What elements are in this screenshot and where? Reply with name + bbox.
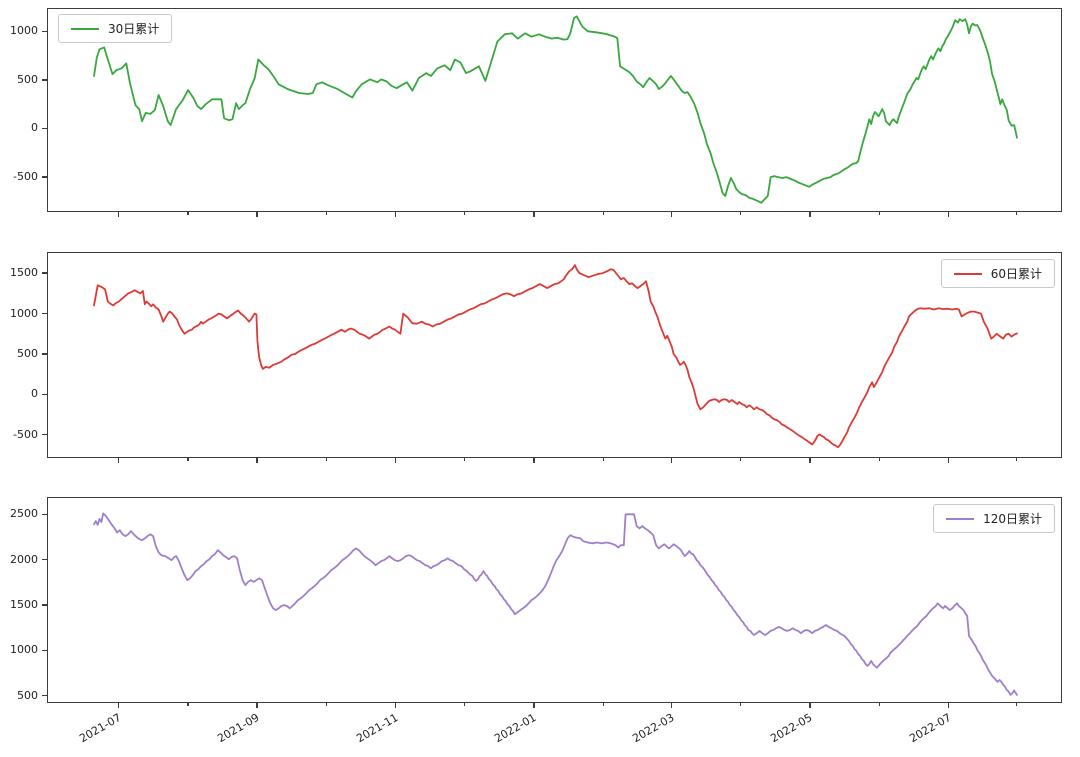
- x-tick-label: 2022-01: [492, 711, 539, 746]
- y-tick-label: -500: [13, 427, 38, 441]
- y-tick-mark: [42, 30, 47, 32]
- y-tick-label: 500: [17, 72, 38, 86]
- x-major-tick-mark: [256, 702, 258, 708]
- x-minor-tick-mark: [187, 211, 189, 215]
- x-minor-tick-mark: [1016, 457, 1018, 461]
- x-tick-label: 2021-07: [77, 711, 124, 746]
- x-minor-tick-mark: [464, 457, 466, 461]
- y-tick-mark: [42, 353, 47, 355]
- panel-30d: 1000 500 0 -500 30日累计: [10, 8, 1062, 217]
- y-tick-mark: [42, 176, 47, 178]
- y-tick-mark: [42, 434, 47, 436]
- y-tick-mark: [42, 695, 47, 697]
- x-minor-tick-mark: [1016, 211, 1018, 215]
- panel-120d-legend-label: 120日累计: [983, 512, 1042, 526]
- x-minor-tick-mark: [464, 211, 466, 215]
- panel-60d-series-line: [93, 264, 1018, 449]
- y-tick-mark: [42, 127, 47, 130]
- panel-30d-legend: 30日累计: [58, 14, 173, 43]
- y-tick-label: 0: [31, 121, 38, 135]
- y-tick-label: 1500: [10, 598, 38, 612]
- x-tick-label: 2022-05: [768, 711, 815, 746]
- x-major-tick-mark: [117, 211, 120, 217]
- panel-120d-series-line: [93, 512, 1018, 696]
- y-tick-mark: [42, 312, 47, 315]
- x-major-tick-mark: [117, 457, 120, 463]
- panel-60d-legend-line-sample: [953, 272, 982, 275]
- x-major-tick-mark: [533, 702, 535, 708]
- x-tick-label: 2022-03: [630, 711, 677, 746]
- y-tick-mark: [42, 604, 47, 606]
- panel-60d-legend: 60日累计: [940, 259, 1055, 288]
- x-minor-tick-mark: [187, 457, 189, 461]
- y-tick-mark: [42, 393, 47, 395]
- y-tick-label: 1000: [10, 306, 38, 320]
- x-major-tick-mark: [670, 211, 673, 217]
- panel-30d-series-line: [93, 15, 1018, 204]
- x-major-tick-mark: [670, 457, 673, 463]
- x-major-tick-mark: [394, 702, 397, 708]
- y-tick-mark: [42, 513, 47, 515]
- x-minor-tick-mark: [464, 702, 466, 706]
- x-minor-tick-mark: [325, 211, 327, 215]
- x-major-tick-mark: [670, 702, 673, 708]
- y-tick-mark: [42, 272, 47, 274]
- x-major-tick-mark: [947, 457, 950, 463]
- y-tick-label: 500: [17, 688, 38, 702]
- y-tick-label: 0: [31, 387, 38, 401]
- x-major-tick-mark: [533, 457, 535, 463]
- y-tick-label: 2000: [10, 552, 38, 566]
- y-tick-mark: [42, 559, 47, 561]
- x-major-tick-mark: [256, 211, 258, 217]
- x-major-tick-mark: [533, 211, 535, 217]
- x-major-tick-mark: [809, 457, 811, 463]
- panel-120d: 2500 2000 1500 1000 500 2021-07 2021-09 2021-11…: [10, 497, 1062, 745]
- y-tick-mark: [42, 79, 47, 81]
- x-major-tick-mark: [394, 211, 397, 217]
- x-minor-tick-mark: [878, 211, 880, 215]
- y-tick-label: 500: [17, 346, 38, 360]
- panel-120d-legend: 120日累计: [933, 504, 1055, 533]
- x-minor-tick-mark: [325, 702, 327, 706]
- x-minor-tick-mark: [740, 211, 742, 215]
- x-major-tick-mark: [947, 702, 950, 708]
- x-major-tick-mark: [809, 702, 811, 708]
- panel-30d-legend-line-sample: [71, 27, 99, 30]
- y-tick-label: 1000: [10, 643, 38, 657]
- x-tick-label: 2021-09: [215, 711, 262, 746]
- x-minor-tick-mark: [602, 702, 604, 706]
- x-minor-tick-mark: [1016, 702, 1018, 706]
- x-minor-tick-mark: [878, 457, 880, 461]
- panel-30d-legend-label: 30日累计: [108, 22, 160, 36]
- x-minor-tick-mark: [187, 702, 189, 706]
- y-tick-mark: [42, 649, 47, 652]
- x-minor-tick-mark: [740, 702, 742, 706]
- y-tick-label: 2500: [10, 507, 38, 521]
- x-major-tick-mark: [117, 702, 120, 708]
- x-tick-label: 2021-11: [354, 711, 401, 746]
- x-major-tick-mark: [394, 457, 397, 463]
- panel-60d-legend-label: 60日累计: [990, 267, 1042, 281]
- x-minor-tick-mark: [602, 457, 604, 461]
- x-minor-tick-mark: [325, 457, 327, 461]
- panel-120d-legend-line-sample: [946, 517, 975, 520]
- panel-60d: 1500 1000 500 0 -500 60日累计: [10, 252, 1062, 463]
- panel-60d-canvas: [93, 264, 1018, 449]
- x-major-tick-mark: [947, 211, 950, 217]
- y-tick-label: 1000: [10, 24, 38, 38]
- x-minor-tick-mark: [740, 457, 742, 461]
- x-tick-label: 2022-07: [906, 711, 954, 746]
- y-tick-label: 1500: [10, 266, 38, 280]
- x-major-tick-mark: [256, 457, 258, 463]
- x-major-tick-mark: [809, 211, 811, 217]
- panel-120d-canvas: [93, 512, 1018, 696]
- x-minor-tick-mark: [878, 702, 880, 706]
- x-minor-tick-mark: [602, 211, 604, 215]
- y-tick-label: -500: [13, 170, 38, 184]
- panel-30d-canvas: [93, 15, 1018, 204]
